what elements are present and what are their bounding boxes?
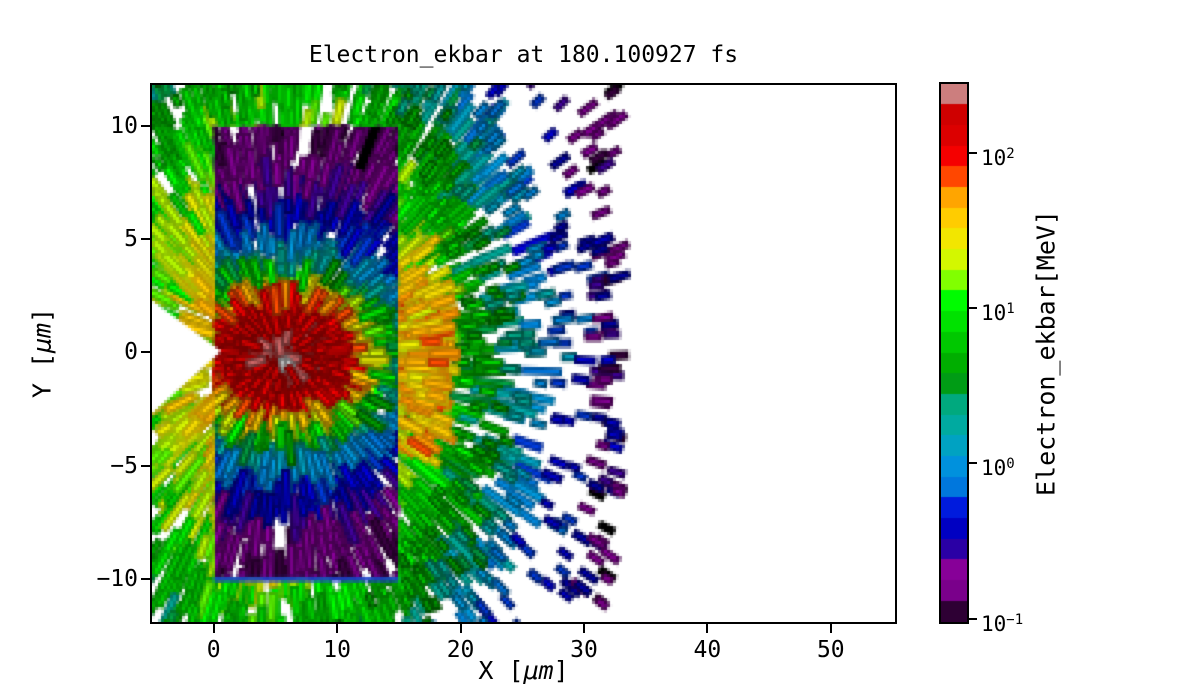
y-tick-label: 10: [110, 112, 138, 139]
colorbar-tick-mark: [969, 152, 977, 155]
y-axis-label-pre: Y [: [27, 353, 57, 399]
x-tick-label: 0: [206, 637, 221, 663]
colorbar-gradient: [941, 84, 967, 622]
plot-canvas: [152, 85, 895, 622]
x-tick-label: 30: [570, 637, 598, 663]
y-axis-label-unit: μm: [27, 322, 57, 354]
axes-frame: [150, 83, 897, 624]
y-tick-label: −5: [110, 452, 138, 479]
y-axis-label: Y [μm]: [28, 308, 57, 398]
colorbar-tick-mark: [969, 462, 977, 465]
colorbar-tick-mark: [969, 617, 977, 620]
colorbar-tick-label: 100: [981, 456, 1015, 481]
y-tick-label: 5: [124, 226, 138, 253]
x-tick-label: 50: [816, 637, 845, 663]
x-axis-label-pre: X [: [478, 656, 524, 685]
colorbar-tick-label: 10−1: [981, 611, 1024, 636]
colorbar-label: Electron_ekbar[MeV]: [1031, 210, 1061, 496]
x-tick-label: 20: [446, 637, 475, 663]
y-tick-label: 0: [124, 339, 138, 366]
y-tick-mark: [141, 124, 150, 127]
x-tick-mark: [336, 624, 339, 633]
x-axis-label-unit: μm: [523, 656, 554, 685]
colorbar-tick-mark: [969, 307, 977, 310]
y-axis-label-post: ]: [27, 307, 57, 323]
x-tick-mark: [829, 624, 832, 633]
colorbar-tick-label: 101: [981, 301, 1015, 326]
colorbar-tick-label: 102: [981, 146, 1015, 171]
colorbar-frame: [939, 82, 969, 624]
y-tick-mark: [141, 238, 150, 241]
x-tick-mark: [459, 624, 462, 633]
x-axis-label-post: ]: [553, 656, 569, 685]
x-tick-mark: [706, 624, 709, 633]
y-tick-label: −10: [96, 565, 138, 592]
x-tick-label: 10: [323, 637, 351, 663]
plot-title: Electron_ekbar at 180.100927 fs: [308, 42, 739, 68]
x-axis-label: X [μm]: [152, 656, 895, 685]
x-tick-mark: [212, 624, 215, 633]
y-tick-mark: [141, 464, 150, 467]
x-tick-label: 40: [693, 637, 722, 663]
x-tick-mark: [582, 624, 585, 633]
y-tick-mark: [141, 351, 150, 354]
y-tick-mark: [141, 577, 150, 580]
